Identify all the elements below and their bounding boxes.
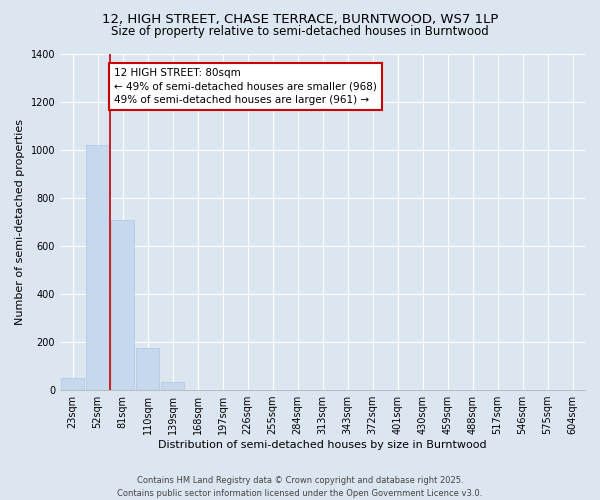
Bar bbox=[86, 145, 109, 390]
Text: Contains HM Land Registry data © Crown copyright and database right 2025.
Contai: Contains HM Land Registry data © Crown c… bbox=[118, 476, 482, 498]
Bar bbox=[61, 378, 84, 390]
Bar bbox=[136, 348, 159, 390]
Y-axis label: Number of semi-detached properties: Number of semi-detached properties bbox=[15, 119, 25, 325]
X-axis label: Distribution of semi-detached houses by size in Burntwood: Distribution of semi-detached houses by … bbox=[158, 440, 487, 450]
Text: 12 HIGH STREET: 80sqm
← 49% of semi-detached houses are smaller (968)
49% of sem: 12 HIGH STREET: 80sqm ← 49% of semi-deta… bbox=[114, 68, 377, 105]
Text: Size of property relative to semi-detached houses in Burntwood: Size of property relative to semi-detach… bbox=[111, 25, 489, 38]
Bar bbox=[161, 382, 184, 390]
Text: 12, HIGH STREET, CHASE TERRACE, BURNTWOOD, WS7 1LP: 12, HIGH STREET, CHASE TERRACE, BURNTWOO… bbox=[102, 12, 498, 26]
Bar bbox=[111, 220, 134, 390]
